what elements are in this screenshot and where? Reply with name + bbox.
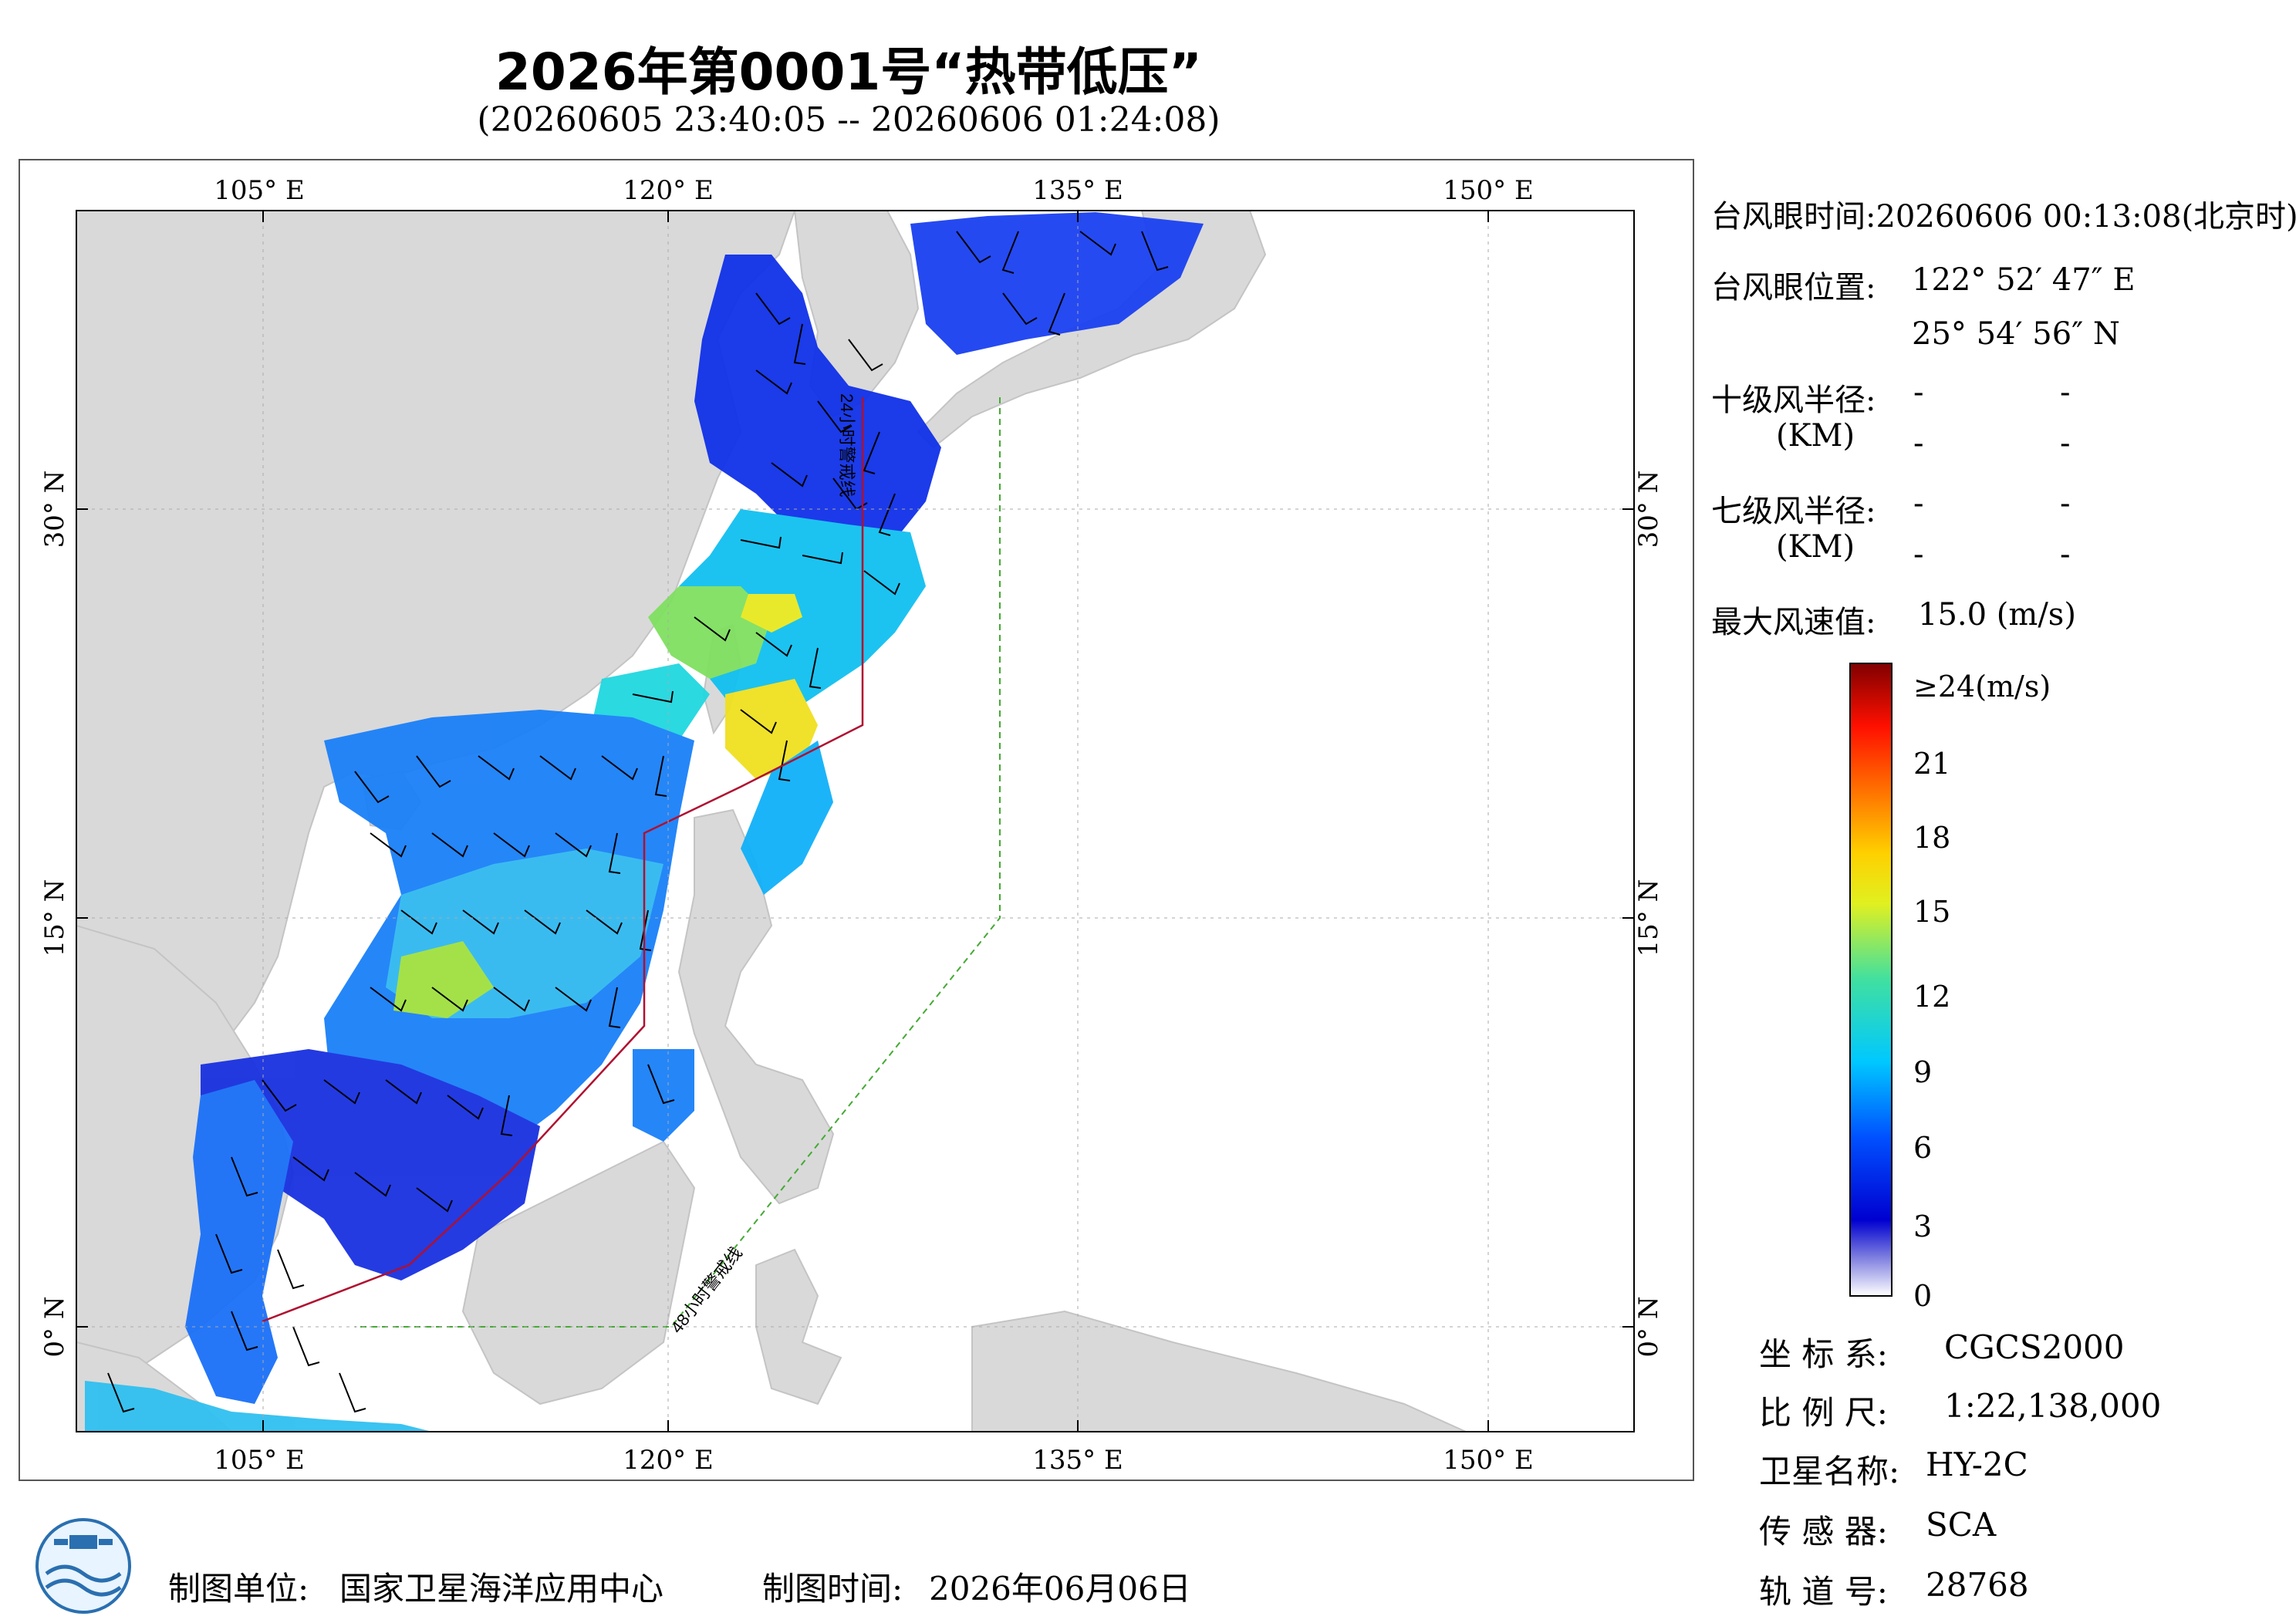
r7-value-4: - xyxy=(2060,537,2071,572)
lon-tick-bottom-150: 150° E xyxy=(1443,1445,1534,1476)
eye-lon-value: 122° 52′ 47″ E xyxy=(1912,262,2136,298)
lon-tick-bottom-105: 105° E xyxy=(214,1445,305,1476)
r10-value-3: - xyxy=(1913,426,1924,461)
r10-value-2: - xyxy=(2060,375,2071,410)
lon-tick-bottom-135: 135° E xyxy=(1032,1445,1123,1476)
lon-tick-top-105: 105° E xyxy=(214,175,305,206)
warning-line-48h xyxy=(355,397,1001,1328)
wind-speed-swath xyxy=(85,212,1204,1432)
lat-tick-right-15: 15° N xyxy=(1633,879,1664,957)
colorbar-label-6: 6 xyxy=(1913,1131,1933,1165)
eye-time-row: 台风眼时间:20260606 00:13:08(北京时) xyxy=(1711,191,2296,236)
warning-line-24h xyxy=(262,397,864,1323)
sensor-value: SCA xyxy=(1926,1506,1997,1544)
producer-label: 制图单位: xyxy=(168,1570,309,1608)
philippines-land xyxy=(677,808,835,1205)
orbit-value: 28768 xyxy=(1926,1566,2029,1604)
lat-tick-right-0: 0° N xyxy=(1633,1296,1664,1357)
graticule xyxy=(76,211,1634,1432)
max-wind-label: 最大风速值: xyxy=(1711,605,1876,640)
borneo-land xyxy=(461,1140,696,1405)
axis-ticks xyxy=(76,211,1634,1432)
lon-tick-top-120: 120° E xyxy=(623,175,714,206)
eye-pos-label: 台风眼位置: xyxy=(1711,270,1876,305)
lon-tick-top-135: 135° E xyxy=(1032,175,1123,206)
sulawesi-land xyxy=(755,1248,842,1405)
scale-value: 1:22,138,000 xyxy=(1944,1387,2162,1425)
warning-line-24h-label: 24小时警戒线 xyxy=(837,393,856,497)
colorbar-label-24: ≥24(m/s) xyxy=(1913,670,2051,704)
eye-time-label: 台风眼时间: xyxy=(1711,199,1876,235)
colorbar-label-9: 9 xyxy=(1913,1055,1933,1089)
lat-tick-right-30: 30° N xyxy=(1633,471,1664,548)
colorbar-label-15: 15 xyxy=(1913,895,1951,929)
map-frame xyxy=(19,159,1694,1481)
lon-tick-top-150: 150° E xyxy=(1443,175,1534,206)
lat-tick-left-30: 30° N xyxy=(39,471,70,548)
map-subtitle: (20260605 23:40:05 -- 20260606 01:24:08) xyxy=(477,100,1221,140)
lat-tick-left-0: 0° N xyxy=(39,1296,70,1357)
lat-tick-left-15: 15° N xyxy=(39,879,70,957)
r7-value-3: - xyxy=(1913,537,1924,572)
crs-label: 坐 标 系: xyxy=(1759,1335,1888,1373)
colorbar-label-18: 18 xyxy=(1913,821,1951,855)
satellite-value: HY-2C xyxy=(1926,1446,2028,1483)
eye-lat-value: 25° 54′ 56″ N xyxy=(1912,316,2120,352)
production-date-value: 2026年06月06日 xyxy=(929,1570,1191,1608)
scale-label: 比 例 尺: xyxy=(1759,1394,1888,1432)
r7-km-label: (KM) xyxy=(1776,529,1855,565)
r7-value-1: - xyxy=(1913,486,1924,521)
lon-tick-bottom-120: 120° E xyxy=(623,1445,714,1476)
r10-label: 十级风半径: xyxy=(1711,383,1876,418)
r7-label: 七级风半径: xyxy=(1711,494,1876,529)
colorbar-label-21: 21 xyxy=(1913,747,1951,781)
map-title: 2026年第0001号“热带低压” xyxy=(495,42,1203,102)
colorbar xyxy=(1849,663,1893,1297)
colorbar-label-3: 3 xyxy=(1913,1210,1933,1243)
max-wind-value: 15.0 (m/s) xyxy=(1918,597,2076,633)
orbit-label: 轨 道 号: xyxy=(1759,1573,1888,1611)
r7-value-2: - xyxy=(2060,486,2071,521)
r10-value-1: - xyxy=(1913,375,1924,410)
colorbar-label-12: 12 xyxy=(1913,980,1951,1014)
map-border xyxy=(76,210,1635,1432)
r10-value-4: - xyxy=(2060,426,2071,461)
colorbar-label-0: 0 xyxy=(1913,1279,1933,1313)
production-date-label: 制图时间: xyxy=(762,1570,903,1608)
map-content xyxy=(76,211,1634,1432)
crs-value: CGCS2000 xyxy=(1944,1328,2125,1366)
eye-time-value: 20260606 00:13:08(北京时) xyxy=(1876,199,2296,235)
agency-logo-icon xyxy=(35,1518,131,1614)
producer-value: 国家卫星海洋应用中心 xyxy=(339,1570,664,1608)
r10-km-label: (KM) xyxy=(1776,418,1855,454)
new-guinea-land xyxy=(971,1310,1467,1432)
sensor-label: 传 感 器: xyxy=(1759,1513,1888,1550)
satellite-label: 卫星名称: xyxy=(1759,1453,1900,1490)
